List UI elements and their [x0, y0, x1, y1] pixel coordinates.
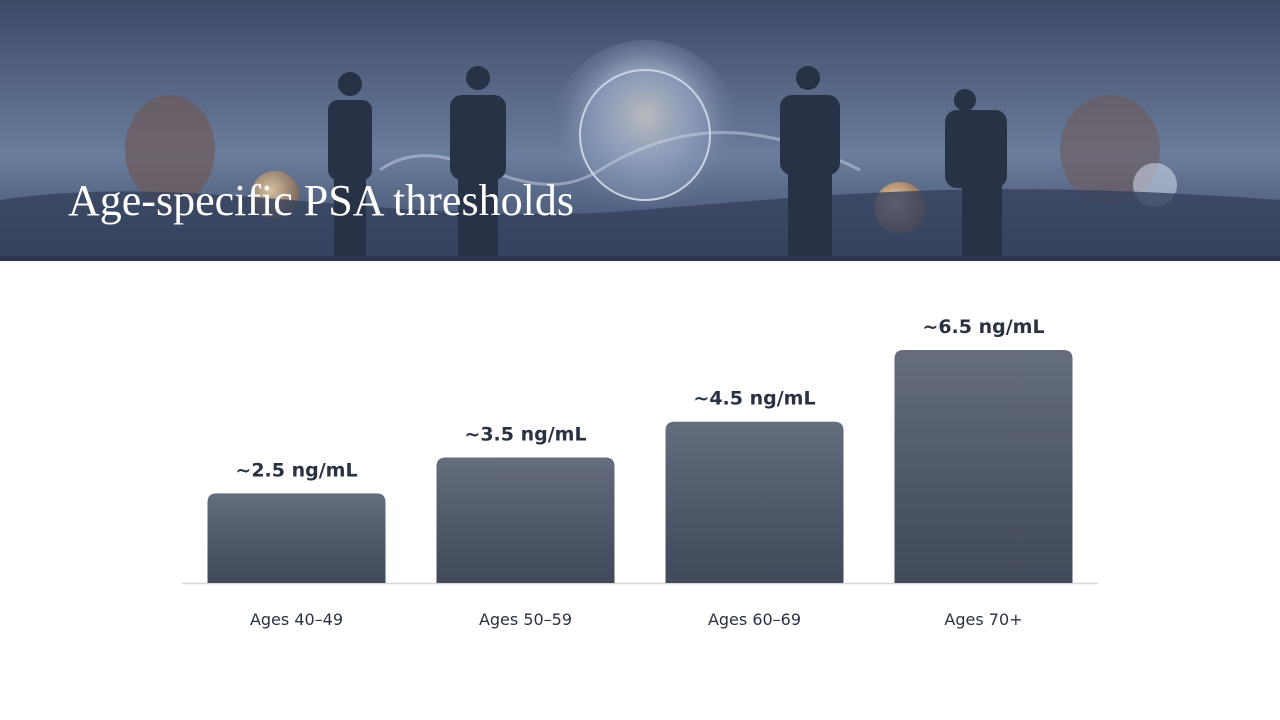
x-tick-label: Ages 60–69 [708, 610, 801, 629]
value-label: ~4.5 ng/mL [693, 388, 815, 410]
bar-shade [665, 421, 844, 583]
x-tick-label: Ages 40–49 [250, 610, 343, 629]
banner: Age-specific PSA thresholds [0, 0, 1280, 261]
x-tick-label: Ages 50–59 [479, 610, 572, 629]
bar-shade [207, 493, 386, 583]
bar-shade [894, 350, 1073, 583]
value-label: ~3.5 ng/mL [464, 424, 586, 446]
bar-shade [436, 457, 615, 583]
chart-title: Age-specific PSA thresholds [68, 176, 574, 225]
value-label: ~2.5 ng/mL [235, 459, 357, 481]
x-tick-label: Ages 70+ [944, 610, 1022, 629]
value-label: ~6.5 ng/mL [922, 316, 1044, 338]
